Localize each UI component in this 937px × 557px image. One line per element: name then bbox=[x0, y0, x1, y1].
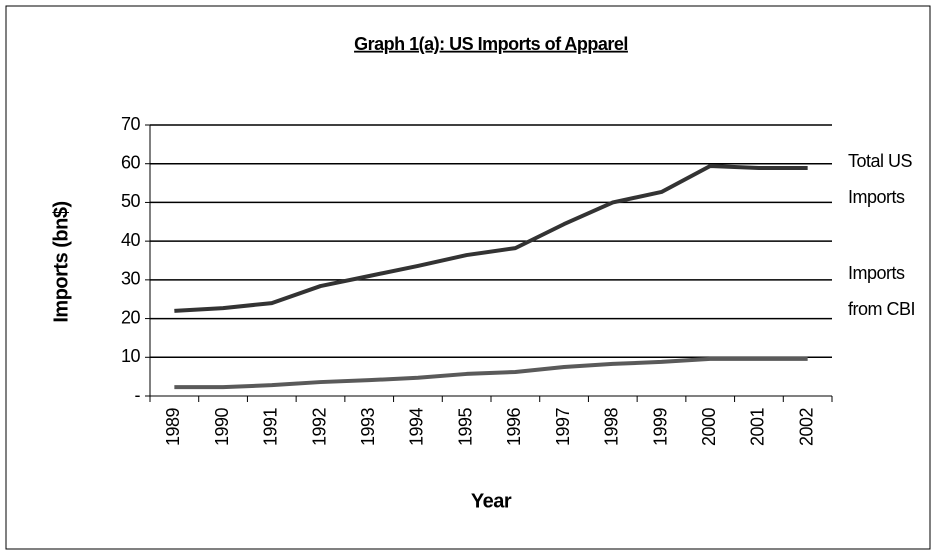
y-tick-label: 30 bbox=[121, 269, 141, 289]
y-tick-label: 20 bbox=[121, 307, 141, 327]
line-series bbox=[174, 164, 808, 313]
x-tick-label: 1999 bbox=[650, 408, 670, 447]
x-tick-label: 1998 bbox=[602, 408, 622, 447]
frame bbox=[5, 5, 931, 550]
x-tick-label: 1993 bbox=[358, 408, 378, 447]
series-label: Total US Imports bbox=[848, 151, 913, 207]
y-tick-label: 10 bbox=[121, 346, 141, 366]
y-tick-label: 40 bbox=[121, 230, 141, 250]
x-tick-label: 1992 bbox=[309, 408, 329, 447]
x-tick-label: 1994 bbox=[407, 408, 427, 447]
series-label: Imports from CBI bbox=[848, 263, 916, 319]
y-tick-label: 70 bbox=[121, 114, 141, 134]
x-tick-label: 2000 bbox=[699, 408, 719, 447]
x-axis-label: Year bbox=[471, 490, 512, 512]
x-tick-label: 1989 bbox=[163, 408, 183, 447]
x-tick-label: 2002 bbox=[796, 408, 816, 447]
line-series bbox=[174, 356, 808, 390]
x-tick-label: 1991 bbox=[261, 408, 281, 447]
x-tick-label: 1990 bbox=[212, 408, 232, 447]
y-tick-label: 60 bbox=[121, 152, 141, 172]
x-tick-label: 1996 bbox=[504, 408, 524, 447]
chart-title: Graph 1(a): US Imports of Apparel bbox=[354, 34, 628, 54]
y-tick-label: - bbox=[135, 385, 141, 405]
x-tick-label: 2001 bbox=[748, 408, 768, 447]
x-tick-label: 1995 bbox=[455, 408, 475, 447]
y-tick-label: 50 bbox=[121, 191, 141, 211]
y-axis-label: Imports (bn$) bbox=[50, 201, 72, 322]
x-tick-label: 1997 bbox=[553, 408, 573, 447]
